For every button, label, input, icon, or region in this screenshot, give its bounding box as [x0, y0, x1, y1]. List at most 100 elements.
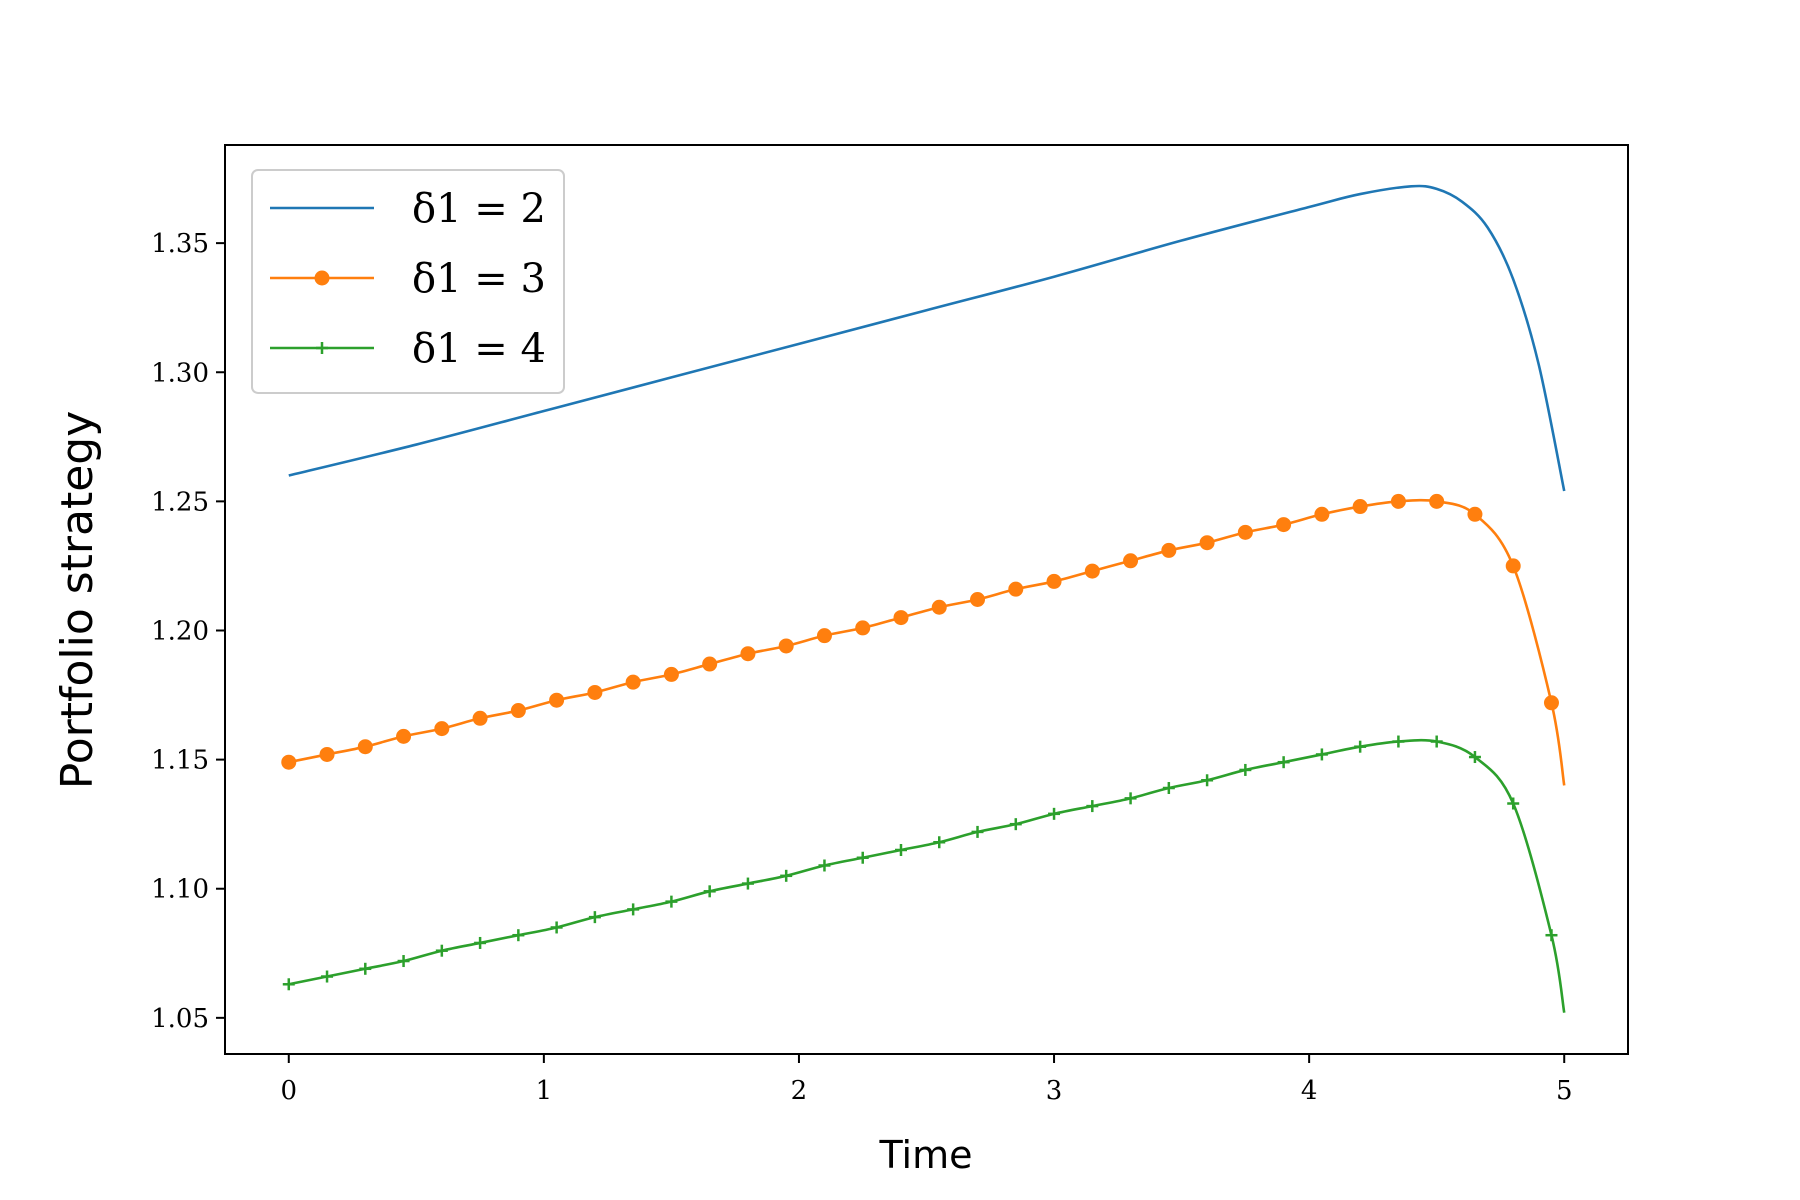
- data-point: [472, 710, 488, 726]
- data-point: [282, 978, 295, 991]
- data-point: [1315, 748, 1328, 761]
- data-point: [855, 620, 871, 636]
- data-point: [1505, 558, 1521, 574]
- data-point: [1046, 573, 1062, 589]
- data-point: [625, 674, 641, 690]
- data-point: [1201, 774, 1214, 787]
- y-tick-label: 1.35: [151, 229, 209, 259]
- x-axis-title: Time: [879, 1133, 973, 1177]
- series-3: [282, 735, 1566, 1013]
- data-point: [434, 721, 450, 737]
- data-point: [1430, 735, 1443, 748]
- y-tick-label: 1.30: [151, 358, 209, 388]
- legend-item: δ1 = 2: [270, 186, 546, 232]
- data-point: [856, 851, 869, 864]
- data-point: [397, 955, 410, 968]
- data-point: [357, 739, 373, 755]
- data-point: [1467, 506, 1483, 522]
- data-point: [1277, 756, 1290, 769]
- data-point: [396, 728, 412, 744]
- data-point: [741, 877, 754, 890]
- data-point: [893, 610, 909, 626]
- data-point: [587, 684, 603, 700]
- data-point: [359, 962, 372, 975]
- data-point: [1162, 782, 1175, 795]
- series-2: [281, 493, 1566, 786]
- data-point: [931, 599, 947, 615]
- series-line: [288, 498, 1566, 786]
- data-point: [1545, 929, 1558, 942]
- data-point: [1239, 763, 1252, 776]
- legend-marker: [316, 342, 328, 354]
- data-point: [1048, 807, 1061, 820]
- data-point: [1392, 735, 1405, 748]
- data-point: [1429, 493, 1445, 509]
- series-line: [288, 184, 1566, 492]
- data-point: [816, 628, 832, 644]
- x-tick-label: 3: [1046, 1076, 1063, 1106]
- y-tick-label: 1.10: [151, 875, 209, 905]
- x-tick-label: 5: [1556, 1076, 1573, 1106]
- data-point: [818, 859, 831, 872]
- data-point: [1390, 493, 1406, 509]
- data-point: [970, 592, 986, 607]
- legend-label: δ1 = 4: [412, 326, 546, 372]
- legend-item: δ1 = 3: [270, 256, 546, 302]
- data-point: [1354, 740, 1367, 753]
- y-axis-title: Portfolio strategy: [52, 411, 103, 790]
- data-point: [1352, 499, 1368, 515]
- y-tick-label: 1.05: [151, 1004, 209, 1034]
- legend-label: δ1 = 3: [412, 256, 546, 302]
- x-tick-label: 4: [1301, 1076, 1318, 1106]
- data-point: [1084, 563, 1100, 579]
- data-point: [1124, 792, 1137, 805]
- series-1: [288, 184, 1566, 492]
- legend: δ1 = 2 δ1 = 3 δ1 = 4: [251, 169, 565, 394]
- data-point: [435, 944, 448, 957]
- data-point: [281, 754, 297, 770]
- data-point: [1009, 818, 1022, 831]
- data-point: [588, 911, 601, 924]
- data-point: [1237, 524, 1253, 540]
- data-point: [663, 666, 679, 682]
- data-point: [702, 656, 718, 672]
- x-tick-label: 2: [791, 1076, 808, 1106]
- data-point: [780, 869, 793, 882]
- data-point: [1161, 542, 1177, 558]
- y-tick-label: 1.25: [151, 487, 209, 517]
- y-tick-label: 1.15: [151, 746, 209, 776]
- data-point: [894, 843, 907, 856]
- data-point: [549, 692, 565, 708]
- data-point: [665, 895, 678, 908]
- x-tick-label: 1: [536, 1076, 553, 1106]
- plot-frame: [224, 144, 1629, 1055]
- data-point: [474, 936, 487, 949]
- y-axis: 1.05 1.10 1.15 1.20 1.25 1.30 1.35: [151, 229, 225, 1034]
- y-tick-label: 1.20: [151, 616, 209, 646]
- data-point: [703, 885, 716, 898]
- data-point: [1008, 581, 1024, 597]
- legend-item: δ1 = 4: [270, 326, 546, 372]
- data-point: [550, 921, 563, 934]
- data-point: [1507, 797, 1520, 810]
- data-point: [1086, 800, 1099, 813]
- data-point: [933, 836, 946, 849]
- plot-area: [281, 184, 1566, 1013]
- legend-label: δ1 = 2: [412, 186, 546, 232]
- data-point: [1199, 535, 1215, 551]
- x-tick-label: 0: [280, 1076, 297, 1106]
- data-point: [319, 746, 335, 762]
- data-point: [778, 638, 794, 654]
- legend-box: [251, 169, 565, 394]
- data-point: [971, 825, 984, 838]
- series-line: [288, 738, 1566, 1013]
- data-point: [1543, 695, 1559, 711]
- data-point: [512, 929, 525, 942]
- data-point: [510, 703, 526, 719]
- data-point: [1468, 751, 1481, 764]
- data-point: [740, 646, 756, 662]
- data-point: [627, 903, 640, 916]
- data-point: [1276, 517, 1292, 533]
- legend-marker: [314, 270, 330, 286]
